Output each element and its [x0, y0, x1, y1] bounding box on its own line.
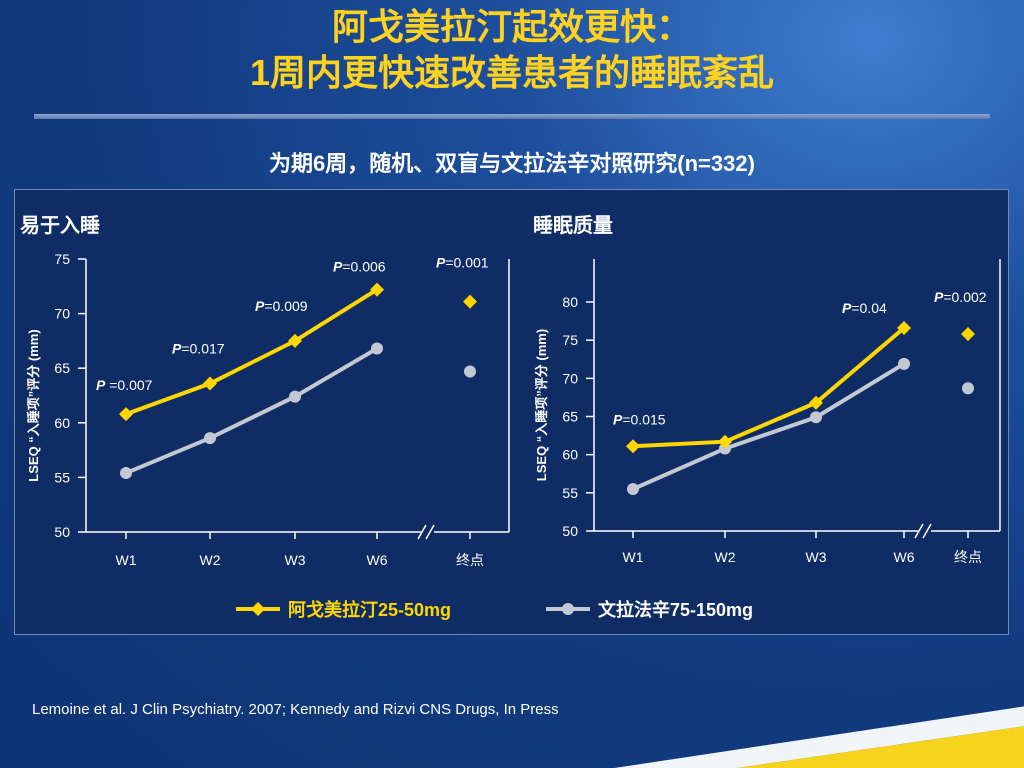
x-tick-label: W3 [806, 549, 827, 565]
x-tick-label: 终点 [954, 549, 982, 565]
legend-marker-circle [562, 603, 574, 615]
legend-item: 文拉法辛75-150mg [546, 599, 753, 620]
axis-break-mark [417, 524, 427, 540]
chart-panel [14, 189, 1009, 635]
y-tick-label: 55 [562, 485, 578, 501]
y-tick-label: 65 [54, 360, 70, 376]
chart-1: 易于入睡 50 55 60 65 70 75 W1 W2 W3 W6 终点 LSEQ “入睡项”评分 (… [20, 214, 510, 568]
data-point-circle [810, 411, 822, 424]
x-tick-label: W2 [200, 552, 221, 568]
data-point-diamond [119, 407, 133, 422]
chart-2: 睡眠质量 50 55 60 65 70 75 80 W1 W2 W3 W6 终点 LSEQ “入睡项”评分… [533, 214, 1001, 565]
p-value-annotation: P=0.009 [255, 298, 308, 314]
y-tick-label: 50 [54, 524, 70, 540]
x-tick-label: W1 [116, 552, 137, 568]
title-line-1: 阿戈美拉汀起效更快： [331, 6, 692, 47]
title-divider [34, 114, 990, 119]
data-point-diamond [203, 376, 217, 391]
axis-break-mark [425, 524, 435, 540]
chart-title: 睡眠质量 [533, 214, 613, 237]
data-point-diamond [288, 333, 302, 348]
x-tick-label: W6 [367, 552, 388, 568]
data-point-diamond [463, 294, 477, 309]
data-point-circle [627, 483, 639, 496]
data-point-circle [464, 365, 476, 378]
slide-subtitle: 为期6周，随机、双盲与文拉法辛对照研究(n=332) [269, 151, 755, 176]
x-tick-label: W3 [285, 552, 306, 568]
data-point-diamond [626, 439, 640, 454]
y-tick-label: 50 [562, 523, 578, 539]
data-point-diamond [370, 282, 384, 297]
y-tick-label: 80 [562, 294, 578, 310]
y-tick-label: 75 [562, 332, 578, 348]
legend-marker-diamond [251, 602, 265, 616]
y-tick-label: 55 [54, 469, 70, 485]
series-line-agomelatine [125, 287, 379, 416]
y-axis-label: LSEQ “入睡项”评分 (mm) [26, 329, 41, 481]
data-point-diamond [961, 327, 975, 342]
p-value-annotation: P=0.001 [436, 255, 489, 271]
legend-item: 阿戈美拉汀25-50mg [236, 599, 451, 620]
y-axis-label: LSEQ “入睡项”评分 (mm) [534, 329, 549, 481]
series-line-agomelatine [632, 326, 906, 449]
y-tick-label: 65 [562, 409, 578, 425]
y-tick-label: 60 [562, 447, 578, 463]
p-value-annotation: P=0.015 [613, 411, 666, 427]
p-value-annotation: P =0.007 [96, 377, 153, 393]
x-tick-label: 终点 [456, 552, 484, 568]
series-line-venlafaxine [632, 362, 906, 491]
slide-title: 阿戈美拉汀起效更快： 1周内更快速改善患者的睡眠紊乱 [0, 4, 1024, 96]
data-point-circle [120, 467, 132, 480]
p-value-annotation: P=0.04 [842, 300, 887, 316]
data-point-circle [289, 390, 301, 403]
y-tick-label: 70 [562, 370, 578, 386]
y-tick-label: 60 [54, 415, 70, 431]
data-point-circle [204, 432, 216, 445]
legend-label: 阿戈美拉汀25-50mg [288, 599, 451, 620]
x-tick-label: W2 [715, 549, 736, 565]
citation-footer: Lemoine et al. J Clin Psychiatry. 2007; … [32, 701, 559, 718]
axis-break-mark [922, 523, 932, 539]
x-tick-label: W1 [623, 549, 644, 565]
data-point-circle [962, 382, 974, 395]
chart-title: 易于入睡 [20, 214, 100, 237]
axis-break-mark [914, 523, 924, 539]
title-line-2: 1周内更快速改善患者的睡眠紊乱 [249, 52, 775, 93]
y-tick-label: 75 [54, 251, 70, 267]
data-point-circle [898, 357, 910, 370]
p-value-annotation: P=0.017 [172, 340, 225, 356]
series-line-venlafaxine [125, 346, 379, 475]
x-tick-label: W6 [894, 549, 915, 565]
p-value-annotation: P=0.006 [333, 259, 386, 275]
data-point-diamond [718, 434, 732, 449]
data-point-diamond [897, 320, 911, 335]
legend-label: 文拉法辛75-150mg [598, 599, 753, 620]
data-point-diamond [809, 395, 823, 410]
p-value-annotation: P=0.002 [934, 289, 987, 305]
y-tick-label: 70 [54, 306, 70, 322]
data-point-circle [371, 342, 383, 355]
